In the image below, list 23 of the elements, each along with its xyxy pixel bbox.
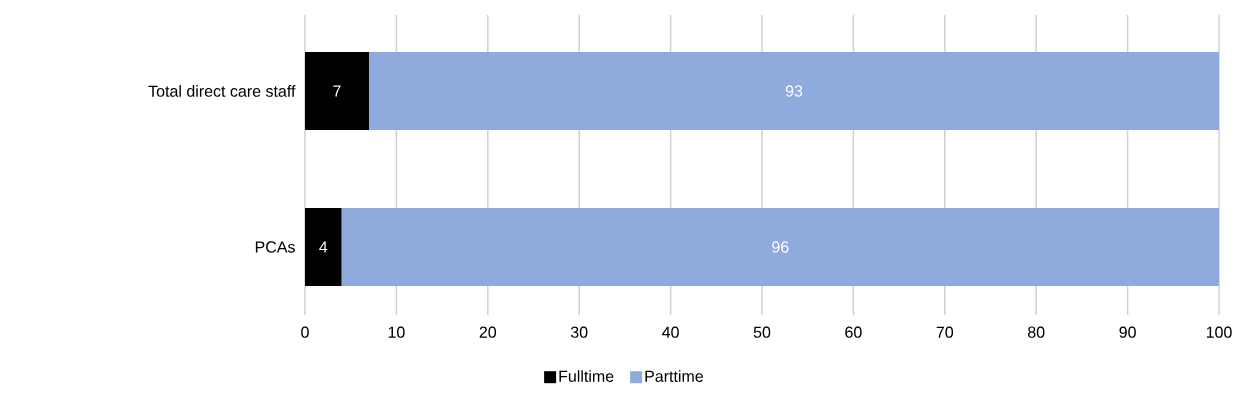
y-tick-label: Total direct care staff — [148, 85, 296, 97]
x-tick-label: 40 — [662, 326, 679, 338]
y-tick-label: PCAs — [255, 241, 295, 253]
bar — [305, 207, 342, 286]
data-label: 7 — [333, 85, 341, 97]
legend-label: Parttime — [645, 370, 703, 382]
x-tick-label: 60 — [845, 326, 862, 338]
data-label: 96 — [772, 241, 789, 253]
x-tick-label: 90 — [1119, 326, 1136, 338]
x-tick-label: 10 — [388, 326, 405, 338]
legend-label: Fulltime — [559, 370, 614, 382]
x-tick-label: 0 — [301, 326, 309, 338]
bar — [341, 207, 1220, 286]
x-tick-label: 50 — [753, 326, 771, 338]
bar — [305, 51, 369, 130]
x-tick-label: 30 — [570, 326, 588, 338]
x-tick-label: 70 — [936, 326, 954, 338]
x-tick-label: 20 — [479, 326, 497, 338]
x-tick-label: 80 — [1028, 326, 1045, 338]
bar — [368, 51, 1220, 130]
data-label: 4 — [319, 241, 328, 253]
data-label: 93 — [785, 85, 803, 97]
x-tick-label: 100 — [1206, 326, 1232, 338]
